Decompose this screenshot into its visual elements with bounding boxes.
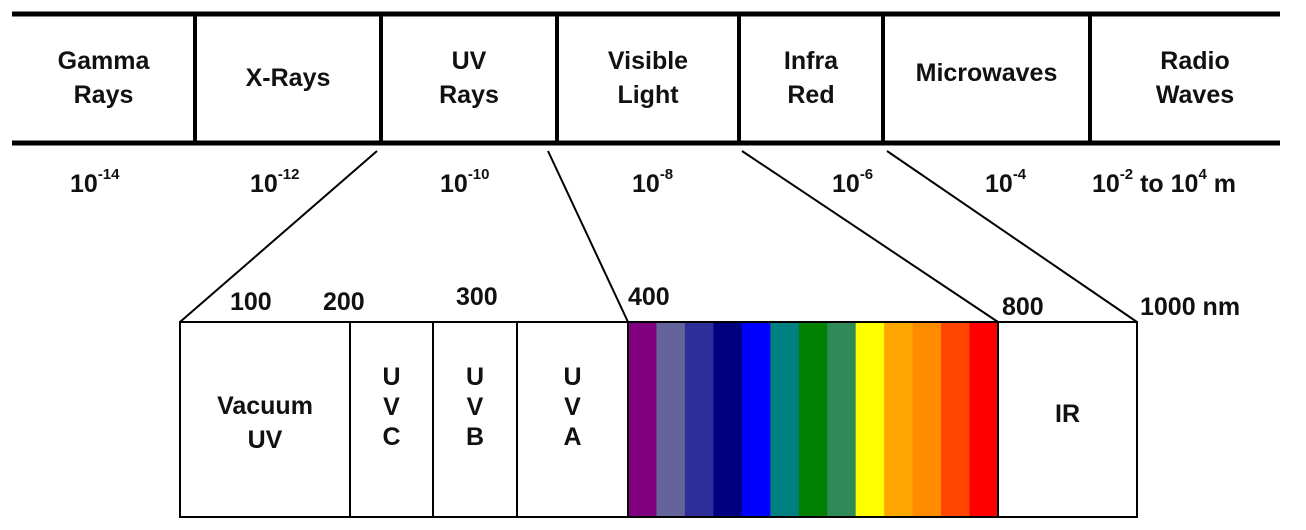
band-line2: Waves (1155, 81, 1235, 109)
wl-exp: -2 (1119, 166, 1134, 183)
wl-exp: -14 (97, 166, 120, 183)
wavelength-label: 10-6 (832, 166, 873, 199)
wavelength-label: 10-8 (632, 166, 673, 199)
band-line1: Radio (1160, 47, 1230, 75)
wl-suffix: to 10 (1133, 170, 1199, 198)
wl-exp: -12 (277, 166, 300, 183)
wl-exp: -8 (659, 166, 674, 183)
spectrum-stripe (941, 322, 971, 517)
spectrum-stripe (798, 322, 828, 517)
wl-base: 10 (632, 170, 660, 198)
spectrum-stripe (969, 322, 999, 517)
nm-label-1000: 1000 nm (1140, 293, 1241, 321)
sub-band-uvc: U V C (350, 362, 433, 452)
band-line2: Light (617, 81, 679, 109)
wavelength-label-radio-range: 10-2 to 104 m (1092, 166, 1236, 199)
band-line2: Rays (73, 81, 134, 109)
uvc-letter: C (382, 423, 401, 451)
wl-exp: -10 (467, 166, 490, 183)
wl-exp2: 4 (1198, 166, 1207, 183)
wavelength-label: 10-10 (440, 166, 490, 199)
nm-label-100: 100 (230, 288, 272, 316)
band-label-visible: Visible Light (557, 44, 739, 112)
visible-spectrum (628, 322, 999, 517)
nm-label-300: 300 (456, 283, 498, 311)
wl-base: 10 (1092, 170, 1120, 198)
spectrum-stripe (770, 322, 800, 517)
uva-letter: U (563, 363, 582, 391)
band-line1: Visible (607, 47, 689, 75)
nm-label-200: 200 (323, 288, 365, 316)
spectrum-stripe (713, 322, 743, 517)
wl-base: 10 (440, 170, 468, 198)
zoom-line (886, 150, 1138, 323)
wavelength-label: 10-4 (985, 166, 1026, 199)
band-line2: Red (787, 81, 835, 109)
wl-suffix2: m (1206, 170, 1236, 198)
sub-band-vacuum-uv: Vacuum UV (180, 389, 350, 457)
wl-exp: -6 (859, 166, 874, 183)
uvb-letter: U (465, 363, 485, 391)
uvb-letter: V (466, 393, 484, 421)
spectrum-stripe (684, 322, 714, 517)
band-line1: X-Rays (245, 64, 331, 92)
sub-band-uvb: U V B (433, 362, 517, 452)
wl-base: 10 (250, 170, 278, 198)
zoom-line (547, 150, 629, 323)
vacuum-line1: Vacuum (217, 392, 313, 420)
nm-label-800: 800 (1002, 293, 1044, 321)
spectrum-stripe (656, 322, 686, 517)
spectrum-stripe (827, 322, 857, 517)
uvb-letter: B (465, 423, 485, 451)
band-label-uv: UV Rays (381, 44, 557, 112)
uva-letter: V (564, 393, 581, 421)
wl-base: 10 (832, 170, 860, 198)
vacuum-line2: UV (247, 426, 283, 454)
band-line1: Gamma (57, 47, 150, 75)
wavelength-label: 10-14 (70, 166, 120, 199)
zoom-line (741, 150, 999, 323)
band-label-gamma: Gamma Rays (12, 44, 195, 112)
spectrum-stripe (884, 322, 914, 517)
sub-band-uva: U V A (517, 362, 628, 452)
band-line1: Infra (783, 47, 839, 75)
spectrum-stripe (855, 322, 885, 517)
band-label-radio: Radio Waves (1090, 44, 1300, 112)
wavelength-label: 10-12 (250, 166, 300, 199)
band-line1: UV (451, 47, 487, 75)
wl-exp: -4 (1012, 166, 1027, 183)
uva-letter: A (563, 423, 582, 451)
band-label-microwaves: Microwaves (883, 56, 1090, 90)
sub-band-ir: IR (1055, 400, 1080, 428)
band-label-xrays: X-Rays (195, 61, 381, 95)
sub-band-box (179, 321, 1138, 518)
band-line1: Microwaves (915, 59, 1058, 87)
uvc-letter: V (383, 393, 400, 421)
spectrum-stripe (741, 322, 771, 517)
uvc-letter: U (382, 363, 401, 391)
wl-base: 10 (985, 170, 1013, 198)
spectrum-stripe (912, 322, 942, 517)
spectrum-stripe (628, 322, 658, 517)
band-line2: Rays (439, 81, 499, 109)
wl-base: 10 (70, 170, 98, 198)
nm-label-400: 400 (628, 283, 670, 311)
zoom-line (179, 150, 378, 323)
band-label-infrared: Infra Red (739, 44, 883, 112)
